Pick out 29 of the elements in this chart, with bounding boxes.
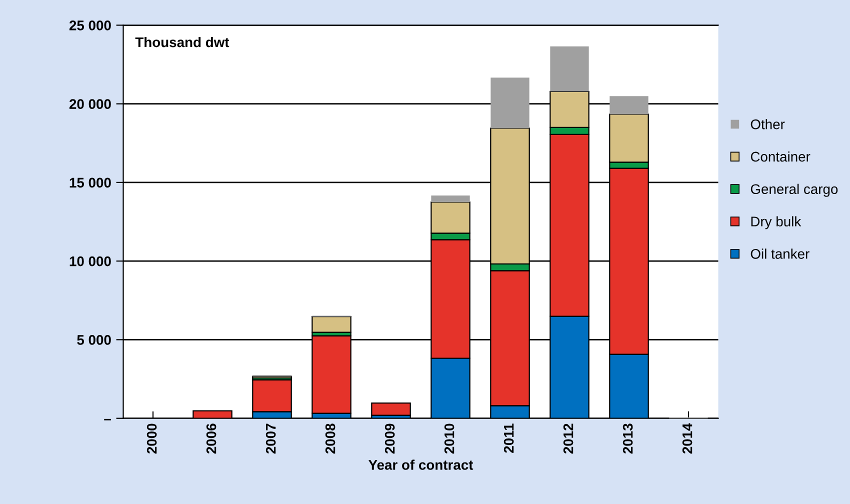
x-tick-label: 2011 [504,424,514,453]
x-tick-label: 2000 [146,424,157,454]
x-axis-title: Year of contract [368,460,474,470]
legend-label: General cargo [750,184,838,197]
legend-label: Dry bulk [751,216,802,230]
y-tick-label: 5 000 [77,335,111,345]
legend-label: Oil tanker [750,248,810,259]
bar [550,46,589,92]
y-tick-label: 20 000 [69,99,111,109]
legend-label: Other [750,119,785,130]
x-tick-label: 2014 [682,423,692,454]
x-tick-label: 2013 [622,424,633,454]
x-tick-label: 2010 [444,424,454,454]
x-tick-label: 2012 [563,424,574,454]
x-tick-label: 2009 [384,424,395,454]
bar [610,96,648,114]
y-tick-label: 10 000 [70,256,111,266]
x-tick-label: 2007 [266,424,276,454]
bar [490,78,530,128]
y-tick-label: – [104,418,112,420]
x-tick-label: 2008 [325,424,336,454]
legend-label: Container [750,151,810,162]
y-tick-label: 25 000 [69,20,111,30]
bar [371,402,411,416]
x-tick-label: 2006 [206,424,216,454]
bar [431,196,470,202]
y-tick-label: 15 000 [70,178,111,188]
bar [312,316,352,333]
annotation: Thousand dwt [135,36,230,48]
